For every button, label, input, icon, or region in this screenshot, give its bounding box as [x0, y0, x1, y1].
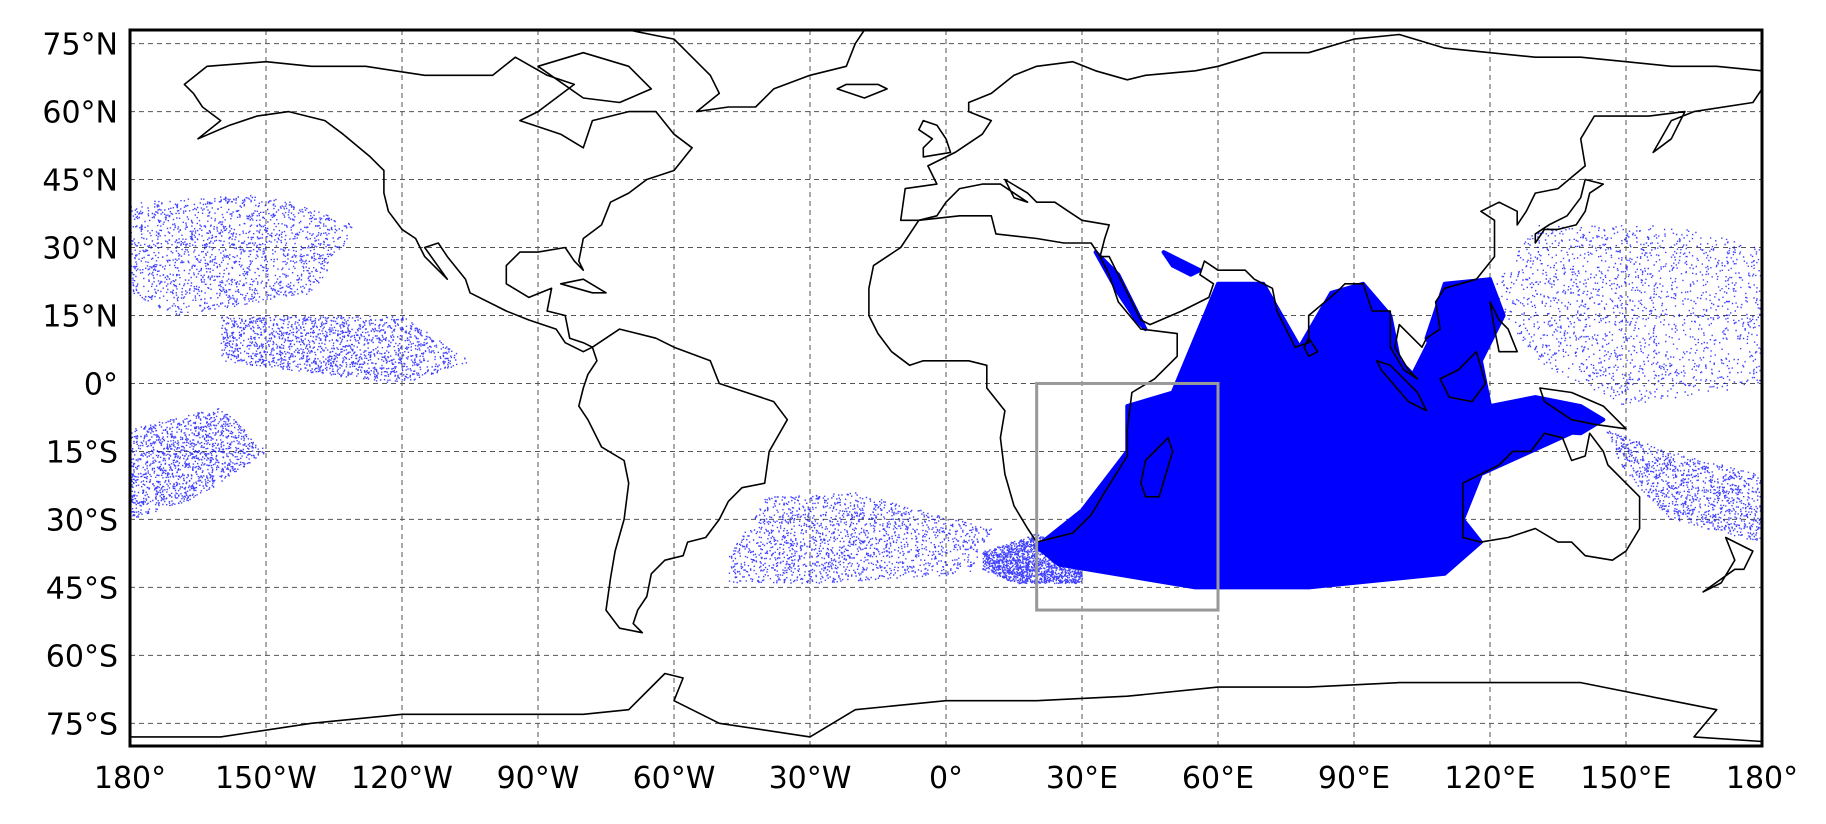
particle-dots-sw-pacific — [1606, 430, 1764, 541]
particle-cluster-indonesia-seas — [1420, 395, 1606, 436]
lat-tick-label: 0° — [84, 367, 118, 402]
coastline-madagascar — [1140, 437, 1174, 498]
lat-tick-label: 15°N — [42, 299, 118, 334]
particle-scatter — [130, 195, 1764, 590]
coastline-new-guinea — [1539, 387, 1627, 430]
coastline-sumatra — [1375, 360, 1428, 412]
lon-tick-label: 0° — [929, 761, 963, 796]
lon-tick-label: 180° — [1726, 761, 1798, 796]
coastline-philippines — [1489, 301, 1518, 353]
lon-tick-label: 150°W — [215, 761, 317, 796]
coastline-baffin — [537, 51, 653, 104]
lat-tick-label: 60°N — [42, 96, 118, 131]
coastline-eurasia — [899, 33, 1763, 380]
particle-cluster-s-pacific-west — [130, 408, 265, 519]
particle-cluster-south-atlantic — [728, 492, 992, 584]
lat-tick-label: 60°S — [46, 639, 118, 674]
particle-dots-persian-gulf — [1164, 252, 1201, 276]
particle-dots-south-china-sea — [1427, 280, 1496, 363]
particle-dots-agulhas-tail — [982, 533, 1084, 585]
particle-dots-ne-pacific — [130, 195, 353, 316]
coastline-africa — [868, 215, 1178, 543]
lat-tick-label: 30°N — [42, 232, 118, 267]
lon-tick-label: 120°W — [351, 761, 453, 796]
lat-tick-label: 30°S — [46, 503, 118, 538]
particle-dots-s-pacific-west — [130, 408, 265, 519]
lon-tick-label: 90°W — [497, 761, 580, 796]
lat-tick-label: 45°S — [46, 571, 118, 606]
particle-dots-indonesia-seas — [1426, 398, 1604, 434]
coastline-sri-lanka — [1303, 337, 1319, 358]
lon-tick-label: 120°E — [1444, 761, 1535, 796]
particle-cluster-e-pacific — [220, 315, 468, 383]
coastline-borneo — [1439, 350, 1487, 403]
map-frame — [128, 28, 1764, 748]
coastline-antarctica — [130, 672, 1763, 743]
coastline-south-america — [578, 328, 789, 634]
coastline-north-america — [183, 56, 693, 353]
coastline-japan — [1534, 178, 1605, 244]
lat-tick-label: 15°S — [46, 435, 118, 470]
graticule — [130, 30, 1762, 746]
lat-tick-label: 75°S — [46, 707, 118, 742]
coastline-australia — [1462, 432, 1641, 561]
coastline-iceland — [836, 83, 888, 99]
particle-cluster-nw-pacific — [1492, 225, 1764, 405]
lon-tick-label: 30°W — [769, 761, 852, 796]
coastline-britain — [918, 119, 952, 158]
particle-dots-red-sea — [1096, 253, 1145, 327]
study-region-box — [1035, 381, 1220, 612]
particle-cluster-south-china-sea — [1424, 277, 1497, 363]
coastline-new-zealand — [1702, 536, 1754, 593]
latitude-tick-labels: 75°N 60°N 45°N 30°N 15°N 0° 15°S 30°S 45°S 60°S 75… — [42, 28, 118, 743]
particle-dots-nw-pacific — [1492, 225, 1764, 405]
particle-cluster-agulhas-tail — [982, 533, 1084, 585]
lon-tick-label: 150°E — [1580, 761, 1671, 796]
particle-cluster-persian-gulf — [1161, 250, 1202, 277]
coastline-cuba — [559, 278, 607, 294]
coastlines — [130, 29, 1763, 743]
particle-dots-south-atlantic — [728, 492, 992, 584]
particle-dots-e-pacific — [220, 315, 468, 383]
lat-tick-label: 45°N — [42, 164, 118, 199]
lon-tick-label: 60°W — [633, 761, 716, 796]
particle-cluster-ne-pacific — [130, 195, 353, 316]
coastline-greenland — [627, 29, 866, 113]
lon-tick-label: 90°E — [1318, 761, 1390, 796]
lon-tick-label: 30°E — [1046, 761, 1118, 796]
lon-tick-label: 60°E — [1182, 761, 1254, 796]
lat-tick-label: 75°N — [42, 28, 118, 63]
particle-cluster-sw-pacific — [1606, 430, 1764, 541]
longitude-tick-labels: 180° 150°W 120°W 90°W 60°W 30°W 0° 30°E 60°E 90°E… — [94, 761, 1798, 796]
lon-tick-label: 180° — [94, 761, 166, 796]
